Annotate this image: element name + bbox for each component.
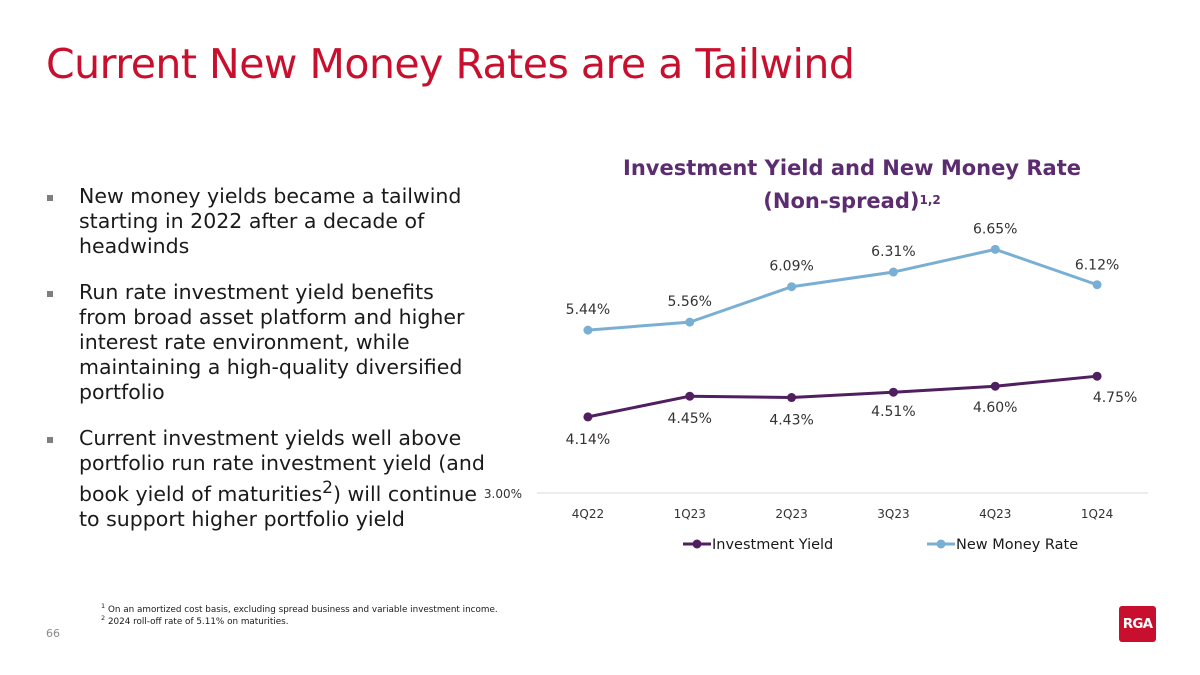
data-point [990, 381, 1000, 391]
x-tick-label: 4Q22 [572, 507, 604, 521]
legend-swatch-marker [692, 539, 702, 549]
bullet-text: Run rate investment yield benefits from … [79, 280, 465, 404]
data-point [583, 412, 593, 422]
series-line [587, 374, 1098, 419]
bullet-text: Current investment yields well above por… [79, 426, 485, 531]
footnote: 2 2024 roll-off rate of 5.11% on maturit… [101, 614, 498, 628]
footnote: 1 On an amortized cost basis, excluding … [101, 602, 498, 616]
bullet-list: New money yields became a tailwind start… [46, 184, 486, 553]
y-axis-label: 3.00% [484, 487, 522, 501]
data-point [685, 317, 695, 327]
data-label: 5.56% [668, 294, 712, 310]
bullet-text: New money yields became a tailwind start… [79, 184, 462, 258]
data-label: 4.14% [566, 432, 610, 448]
bullet-text-part: ) will continue to support higher portfo… [79, 481, 478, 531]
data-point [1092, 280, 1102, 290]
bullet-item: New money yields became a tailwind start… [46, 184, 486, 259]
chart-subtitle: (Non-spread) [763, 189, 920, 213]
data-label: 5.44% [566, 302, 610, 318]
data-label: 4.43% [769, 413, 813, 429]
footnote-marker: 1 [101, 602, 106, 611]
data-label: 4.51% [871, 404, 915, 420]
bullet-text-part: Current investment yields well above por… [79, 426, 485, 506]
chart-title: Investment Yield and New Money Rate (Non… [572, 152, 1132, 218]
data-label: 6.12% [1075, 258, 1119, 274]
data-label: 4.45% [668, 411, 712, 427]
footnote-marker: 2 [101, 614, 106, 623]
rga-logo: RGA [1119, 606, 1156, 642]
square-bullet-icon [47, 437, 53, 443]
data-label: 4.75% [1093, 390, 1137, 406]
data-point [685, 391, 695, 401]
legend-label: Investment Yield [712, 537, 833, 553]
x-tick-label: 4Q23 [979, 507, 1011, 521]
legend-label: New Money Rate [956, 537, 1078, 553]
legend-swatch-marker [936, 539, 946, 549]
page-number: 66 [46, 627, 60, 640]
footnotes: 1 On an amortized cost basis, excluding … [101, 602, 498, 628]
square-bullet-icon [47, 195, 53, 201]
x-tick-label: 3Q23 [877, 507, 909, 521]
x-tick-label: 1Q23 [674, 507, 706, 521]
x-tick-label: 2Q23 [775, 507, 807, 521]
page-title: Current New Money Rates are a Tailwind [46, 40, 855, 88]
bullet-item: Run rate investment yield benefits from … [46, 280, 486, 405]
data-point [583, 325, 593, 335]
square-bullet-icon [47, 291, 53, 297]
x-tick-label: 1Q24 [1081, 507, 1113, 521]
series-line [587, 247, 1098, 332]
footnote-text: 2024 roll-off rate of 5.11% on maturitie… [107, 617, 289, 627]
data-label: 6.65% [973, 221, 1017, 237]
chart-title-line: Investment Yield and New Money Rate [623, 156, 1081, 180]
data-point [1092, 371, 1102, 381]
bullet-item: Current investment yields well above por… [46, 426, 486, 532]
data-point [888, 267, 898, 277]
data-label: 6.31% [871, 244, 915, 260]
data-point [787, 282, 797, 292]
data-label: 6.09% [769, 259, 813, 275]
footnote-ref: 1,2 [919, 193, 941, 207]
data-label: 4.60% [973, 400, 1017, 416]
footnote-ref: 2 [322, 478, 334, 498]
footnote-text: On an amortized cost basis, excluding sp… [107, 605, 498, 615]
data-point [787, 393, 797, 403]
chart-title-line: (Non-spread)1,2 [572, 185, 1132, 218]
data-point [888, 387, 898, 397]
data-point [990, 244, 1000, 254]
